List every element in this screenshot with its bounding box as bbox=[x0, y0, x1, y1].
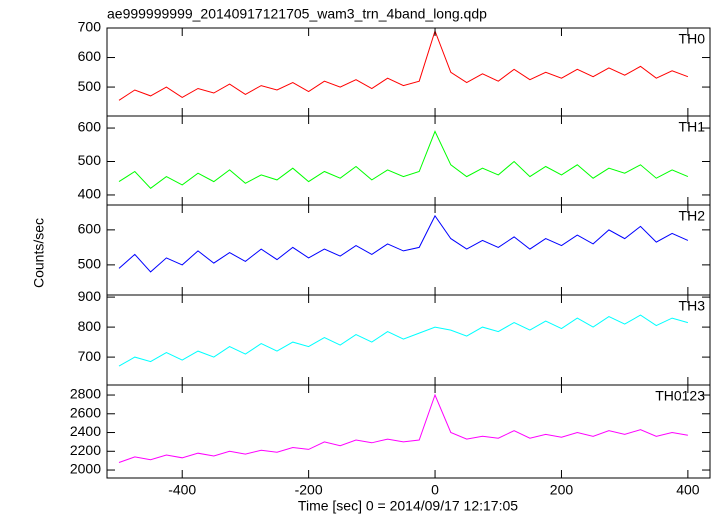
x-tick-label: -400 bbox=[168, 482, 196, 498]
panel-label: TH0123 bbox=[655, 388, 705, 404]
y-tick-label: 500 bbox=[78, 78, 102, 94]
y-tick-label: 400 bbox=[78, 186, 102, 202]
y-tick-label: 500 bbox=[78, 152, 102, 168]
panel-label: TH3 bbox=[679, 298, 706, 314]
panel-frame bbox=[106, 115, 711, 206]
series-line bbox=[118, 130, 689, 189]
series-line bbox=[118, 393, 688, 463]
y-tick-label: 700 bbox=[78, 19, 102, 35]
panel-frame bbox=[106, 384, 711, 479]
series-line bbox=[118, 314, 689, 367]
y-tick-label: 600 bbox=[78, 119, 102, 135]
x-tick-label: 0 bbox=[431, 482, 439, 498]
y-tick-label: 500 bbox=[78, 256, 102, 272]
y-axis-label: Counts/sec bbox=[31, 218, 47, 288]
panel-frame bbox=[106, 294, 711, 386]
y-tick-label: 2000 bbox=[70, 461, 101, 477]
panel-label: TH0 bbox=[679, 31, 706, 47]
chart-title: ae999999999_20140917121705_wam3_trn_4ban… bbox=[107, 6, 487, 22]
y-tick-label: 600 bbox=[78, 48, 102, 64]
y-tick-label: 2400 bbox=[70, 423, 101, 439]
y-tick-label: 700 bbox=[78, 348, 102, 364]
x-tick-label: 400 bbox=[676, 482, 700, 498]
y-tick-label: 2200 bbox=[70, 442, 101, 458]
series-line bbox=[118, 29, 689, 101]
panel-frame bbox=[106, 27, 711, 117]
y-tick-label: 2800 bbox=[70, 386, 101, 402]
y-tick-label: 2600 bbox=[70, 404, 101, 420]
y-tick-label: 900 bbox=[78, 288, 102, 304]
panel-label: TH1 bbox=[679, 119, 706, 135]
panel-label: TH2 bbox=[679, 208, 706, 224]
series-line bbox=[118, 214, 689, 273]
x-tick-label: -200 bbox=[295, 482, 323, 498]
y-tick-label: 600 bbox=[78, 221, 102, 237]
x-axis-label: Time [sec] 0 = 2014/09/17 12:17:05 bbox=[298, 498, 518, 514]
x-tick-label: 200 bbox=[550, 482, 574, 498]
y-tick-label: 800 bbox=[78, 318, 102, 334]
